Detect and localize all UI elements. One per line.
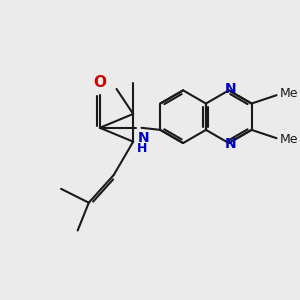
Text: O: O xyxy=(93,75,106,90)
Text: Me: Me xyxy=(279,133,298,146)
Text: Me: Me xyxy=(279,87,298,100)
Text: N: N xyxy=(137,130,149,145)
Text: H: H xyxy=(137,142,148,155)
Text: N: N xyxy=(224,137,236,152)
Text: N: N xyxy=(224,82,236,96)
